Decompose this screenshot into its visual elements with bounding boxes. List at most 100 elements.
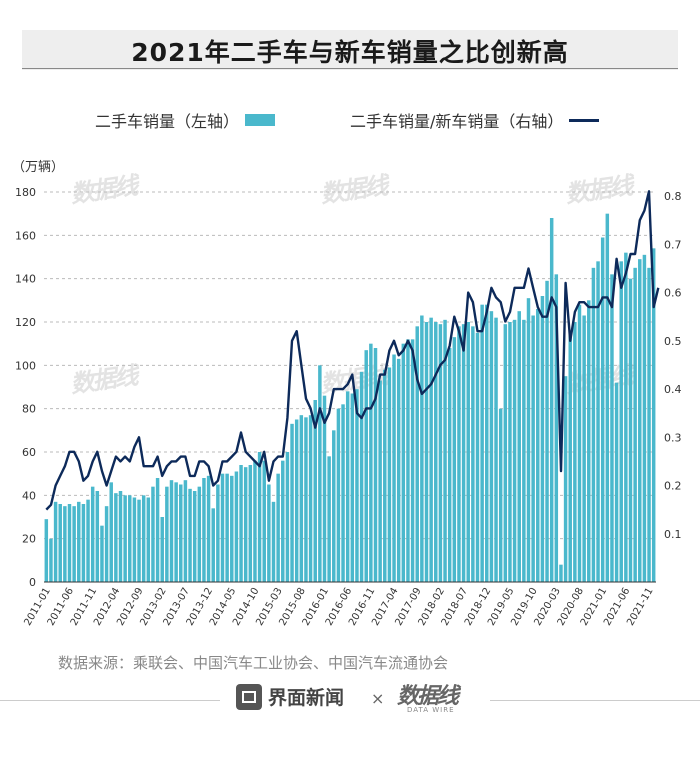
data-wire-subtitle: DATA WIRE <box>407 706 455 714</box>
bar <box>383 369 387 582</box>
bar <box>285 452 290 582</box>
bar <box>267 484 271 582</box>
bar <box>216 484 220 582</box>
bar <box>554 274 559 582</box>
bar <box>651 248 656 583</box>
bar <box>369 343 373 582</box>
bar <box>155 478 160 582</box>
bar <box>230 475 234 582</box>
bar <box>336 408 341 582</box>
bar <box>290 423 294 582</box>
title-rule <box>22 68 678 69</box>
bar <box>77 501 81 582</box>
y-right-tick-label: 0.5 <box>664 335 682 348</box>
bar <box>587 300 591 582</box>
y-left-tick-label: 80 <box>22 403 36 416</box>
y-right-tick-label: 0.7 <box>664 238 682 251</box>
legend-line-label: 二手车销量/新车销量（右轴） <box>350 112 564 131</box>
bar <box>392 354 396 582</box>
bar <box>104 506 109 582</box>
bar <box>100 525 104 582</box>
bar <box>420 315 424 582</box>
bar <box>485 304 489 582</box>
bar <box>160 517 164 582</box>
bar <box>522 319 526 582</box>
bar <box>197 486 202 582</box>
bar <box>633 267 637 582</box>
bar <box>364 350 368 582</box>
bar <box>614 382 619 582</box>
bar <box>498 408 503 582</box>
bar <box>44 519 49 582</box>
bar <box>332 430 336 582</box>
bar <box>563 376 568 582</box>
bar <box>415 326 419 582</box>
bar <box>387 367 392 582</box>
title-band <box>22 30 678 70</box>
data-wire-logo: 数据线 DATA WIRE <box>397 678 477 718</box>
bar <box>438 324 443 582</box>
bar <box>373 348 378 582</box>
bar <box>434 322 438 582</box>
bar <box>192 491 197 582</box>
bar <box>318 365 322 582</box>
bar <box>95 491 100 582</box>
bar <box>461 324 466 582</box>
y-right-tick-label: 0.3 <box>664 431 682 444</box>
bar <box>531 315 535 582</box>
y-left-tick-label: 160 <box>15 229 36 242</box>
bar <box>536 309 540 582</box>
bar <box>322 395 327 582</box>
bar <box>406 339 410 582</box>
bar <box>577 304 582 582</box>
brand-logo: 界面新闻 <box>236 683 344 710</box>
bar <box>480 304 484 582</box>
bar <box>118 491 123 582</box>
bar <box>114 493 118 582</box>
bar <box>443 319 447 582</box>
brand-icon <box>236 683 262 710</box>
bar <box>517 311 521 582</box>
bar <box>179 484 183 582</box>
bar <box>202 478 206 582</box>
bar <box>299 415 304 582</box>
bar <box>109 482 113 582</box>
bar <box>183 480 188 582</box>
bar <box>206 475 211 582</box>
y-right-tick-label: 0.4 <box>664 383 682 396</box>
bar <box>313 400 317 582</box>
bar <box>605 213 610 582</box>
data-wire-logo-text: 数据线 <box>397 684 459 709</box>
bar <box>647 267 651 582</box>
bar <box>220 473 225 582</box>
times-sign: × <box>371 689 385 708</box>
bar <box>359 371 364 582</box>
bar <box>355 389 359 582</box>
y-left-tick-label: 20 <box>22 533 36 546</box>
bar <box>86 499 90 582</box>
bar <box>452 337 457 582</box>
bar <box>471 326 475 582</box>
left-axis-unit: （万辆） <box>12 160 65 175</box>
bar <box>281 460 285 582</box>
bar <box>401 343 406 582</box>
bar <box>610 274 614 582</box>
bar <box>396 358 401 582</box>
footer-divider-left <box>0 700 220 701</box>
bar <box>225 473 229 582</box>
bar <box>141 495 146 582</box>
bar <box>545 280 549 582</box>
legend-bars-swatch <box>245 114 276 126</box>
bar <box>638 259 642 582</box>
bar <box>304 417 308 582</box>
y-left-tick-label: 180 <box>15 186 36 199</box>
bar <box>294 419 299 582</box>
bar <box>596 261 600 582</box>
bar <box>165 486 169 582</box>
bar <box>137 499 141 582</box>
bar <box>308 415 313 582</box>
legend-line: 二手车销量/新车销量（右轴） <box>350 108 600 132</box>
bar <box>128 495 132 582</box>
chart-area: 0 20 40 60 80 100 120 140 160 180 0.1 0.2 0.3 0.4 0.5 0… <box>15 186 682 628</box>
bar <box>81 504 86 582</box>
